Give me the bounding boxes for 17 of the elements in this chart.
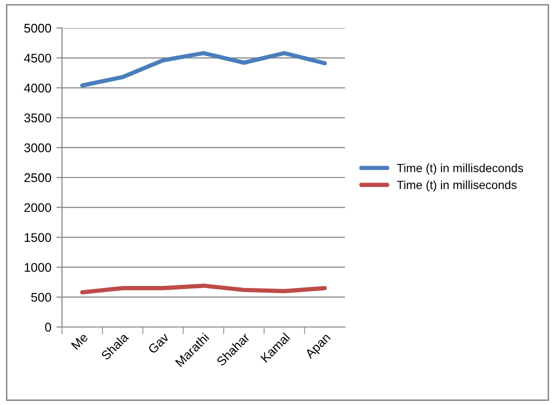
y-tick-label: 2000 xyxy=(24,203,52,212)
y-tick-label: 1500 xyxy=(24,233,52,242)
legend-label: Time (t) in millisdeconds xyxy=(396,164,524,175)
y-tick-label: 3000 xyxy=(24,143,52,152)
y-tick-label: 3500 xyxy=(24,114,52,122)
y-tick-label: 0 xyxy=(45,322,52,332)
y-tick-label: 1000 xyxy=(24,263,52,272)
y-tick-label: 5000 xyxy=(24,24,52,33)
y-tick-label: 4000 xyxy=(24,84,52,92)
x-tick-label: Gav xyxy=(148,332,170,354)
legend-label: Time (t) in milliseconds xyxy=(396,180,517,192)
y-tick-label: 2500 xyxy=(24,173,52,182)
x-tick-label: Me xyxy=(70,332,88,350)
y-tick-label: 500 xyxy=(31,292,52,302)
line-series xyxy=(80,51,327,88)
y-tick-label: 4500 xyxy=(24,54,52,63)
line-series xyxy=(80,284,327,294)
